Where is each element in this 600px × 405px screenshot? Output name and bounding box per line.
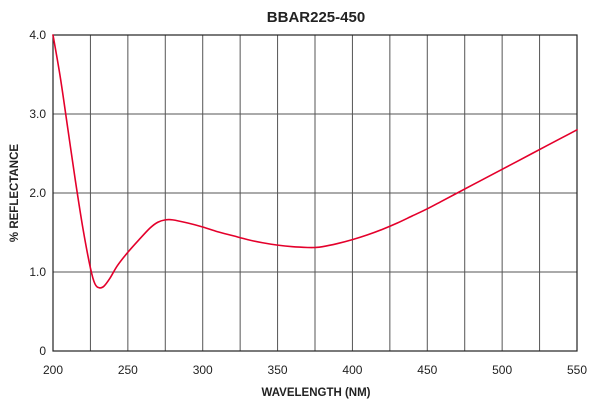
y-tick-label: 4.0 bbox=[29, 28, 46, 42]
y-tick-label: 3.0 bbox=[29, 107, 46, 121]
x-tick-label: 300 bbox=[193, 363, 213, 377]
chart-title: BBAR225-450 bbox=[267, 9, 365, 26]
x-tick-label: 400 bbox=[342, 363, 362, 377]
plot-frame bbox=[52, 34, 578, 352]
y-tick-label: 1.0 bbox=[29, 265, 46, 279]
y-tick-label: 0 bbox=[39, 344, 46, 358]
x-tick-label: 200 bbox=[43, 363, 63, 377]
y-axis-label: % REFLECTANCE bbox=[9, 144, 21, 243]
x-tick-label: 500 bbox=[492, 363, 512, 377]
x-axis-label: WAVELENGTH (NM) bbox=[261, 387, 370, 399]
y-tick-label: 2.0 bbox=[29, 186, 46, 200]
tick-layer: 200 250 300 350 400 450 500 550 0 1.0 2.0 3.0 4.0 bbox=[29, 28, 587, 377]
x-tick-label: 250 bbox=[118, 363, 138, 377]
x-tick-label: 450 bbox=[417, 363, 437, 377]
grid-layer bbox=[52, 34, 578, 352]
x-tick-label: 350 bbox=[268, 363, 288, 377]
x-tick-label: 550 bbox=[567, 363, 587, 377]
series-layer bbox=[52, 34, 578, 289]
series-line bbox=[52, 34, 578, 289]
